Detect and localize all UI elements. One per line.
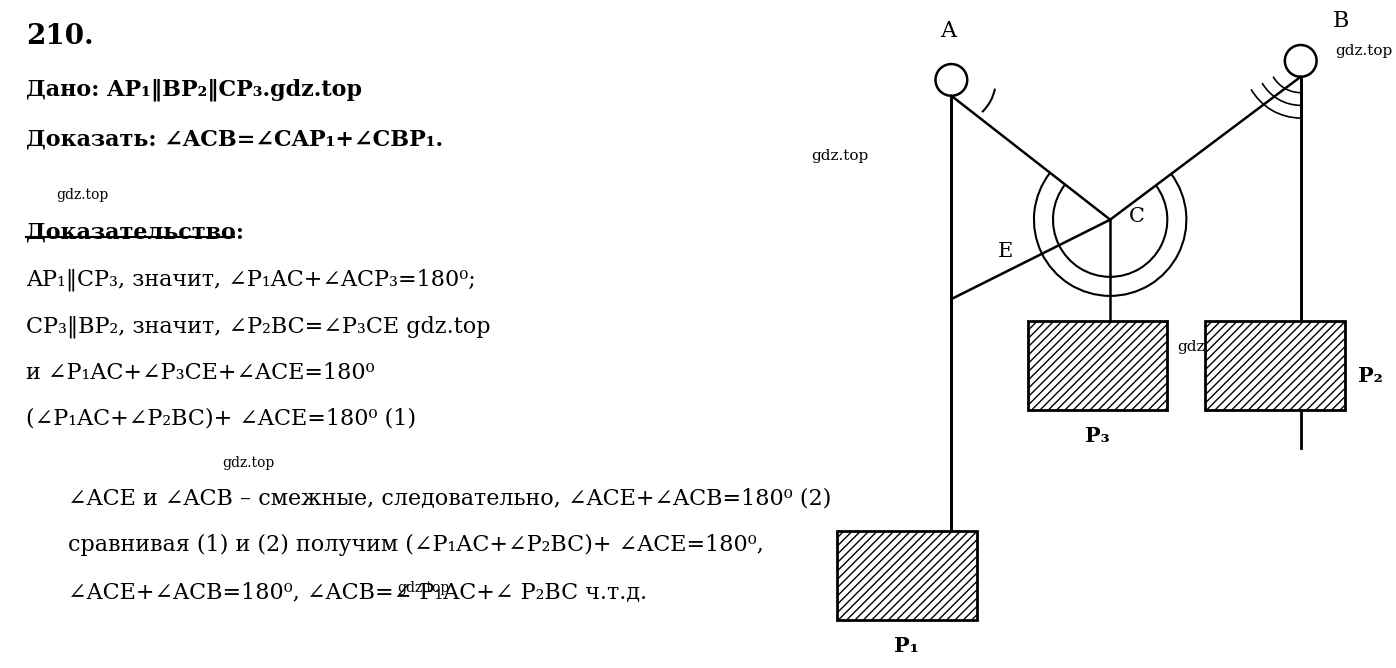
Text: и ∠P₁AC+∠P₃CE+∠ACE=180⁰: и ∠P₁AC+∠P₃CE+∠ACE=180⁰ [27,362,376,384]
Text: 210.: 210. [27,23,94,50]
Text: gdz.top: gdz.top [1336,44,1393,58]
Text: Доказательство:: Доказательство: [27,222,244,244]
Bar [838,531,977,620]
Bar [1027,321,1167,410]
Text: сравнивая (1) и (2) получим (∠P₁AC+∠P₂BC)+ ∠ACE=180⁰,: сравнивая (1) и (2) получим (∠P₁AC+∠P₂BC… [68,534,764,556]
Text: gdz.top: gdz.top [222,456,275,470]
Text: A: A [940,20,956,42]
Bar [1205,321,1346,410]
Text: gdz.top: gdz.top [398,581,450,595]
Text: P₂: P₂ [1358,366,1382,385]
Text: ∠ACE и ∠ACB – смежные, следовательно, ∠ACE+∠ACB=180⁰ (2): ∠ACE и ∠ACB – смежные, следовательно, ∠A… [68,488,831,510]
Text: Дано: AP₁‖BP₂‖CP₃.gdz.top: Дано: AP₁‖BP₂‖CP₃.gdz.top [27,79,363,102]
Text: (∠P₁AC+∠P₂BC)+ ∠ACE=180⁰ (1): (∠P₁AC+∠P₂BC)+ ∠ACE=180⁰ (1) [27,407,416,430]
Text: ∠ACE+∠ACB=180⁰, ∠ACB=∠ P₁AC+∠ P₂BC ч.т.д.: ∠ACE+∠ACB=180⁰, ∠ACB=∠ P₁AC+∠ P₂BC ч.т.д… [68,581,646,603]
Text: E: E [998,242,1013,261]
Text: B: B [1332,10,1349,32]
Text: P₃: P₃ [1085,426,1110,446]
Text: gdz.top: gdz.top [1177,340,1234,353]
Text: gdz.top: gdz.top [56,188,109,202]
Text: AP₁‖CP₃, значит, ∠P₁AC+∠ACP₃=180⁰;: AP₁‖CP₃, значит, ∠P₁AC+∠ACP₃=180⁰; [27,269,476,291]
Text: CP₃‖BP₂, значит, ∠P₂BC=∠P₃CE gdz.top: CP₃‖BP₂, значит, ∠P₂BC=∠P₃CE gdz.top [27,315,491,338]
Text: C: C [1129,207,1145,226]
Text: gdz.top: gdz.top [811,149,868,163]
Text: P₁: P₁ [895,636,920,656]
Text: Доказать: ∠ACB=∠CAP₁+∠CBP₁.: Доказать: ∠ACB=∠CAP₁+∠CBP₁. [27,128,444,150]
